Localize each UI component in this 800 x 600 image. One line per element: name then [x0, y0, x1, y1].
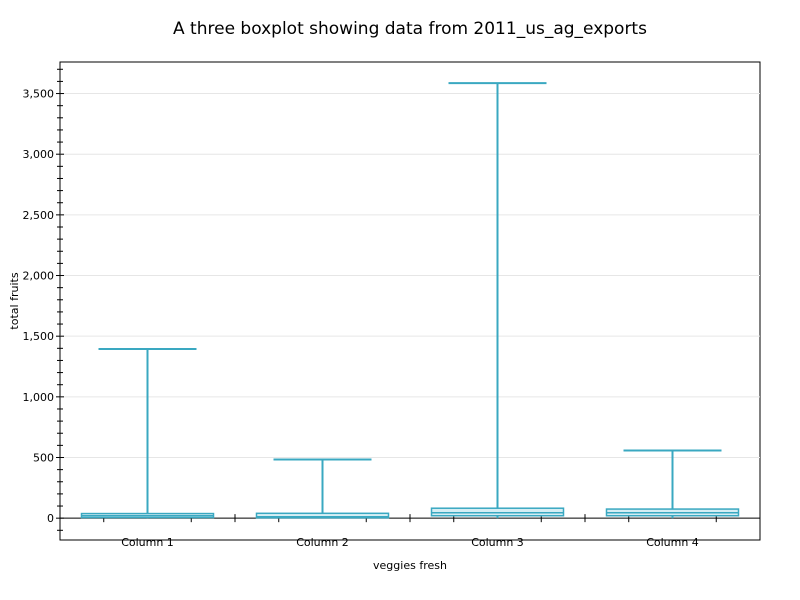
plot-frame: [59, 61, 761, 541]
x-tick-label: Column 1: [121, 536, 174, 549]
y-tick-label: 3,500: [23, 88, 55, 101]
y-tick-label: 2,000: [23, 270, 55, 283]
x-axis-label: veggies fresh: [373, 559, 447, 572]
y-tick-label: 1,500: [23, 330, 55, 343]
box-group: [255, 458, 390, 519]
y-tick-label: 2,500: [23, 209, 55, 222]
y-axis-label: total fruits: [8, 272, 21, 329]
box-group: [80, 348, 215, 519]
x-tick-label: Column 2: [296, 536, 349, 549]
y-axis: 0 500 1,000 1,500 2,000 2,500 3,000 3,500: [23, 68, 64, 531]
y-tick-label: 3,000: [23, 148, 55, 161]
x-tick-label: Column 3: [471, 536, 524, 549]
y-tick-label: 1,000: [23, 391, 55, 404]
y-tick-label: 0: [47, 512, 54, 525]
chart-title: A three boxplot showing data from 2011_u…: [173, 19, 647, 39]
x-axis: Column 1 Column 2 Column 3 Column 4: [103, 514, 717, 549]
y-tick-label: 500: [33, 452, 54, 465]
boxes-layer: [80, 82, 740, 519]
box-group: [605, 449, 740, 519]
box-group: [430, 82, 565, 519]
grid-layer: [60, 93, 760, 519]
x-tick-label: Column 4: [646, 536, 699, 549]
